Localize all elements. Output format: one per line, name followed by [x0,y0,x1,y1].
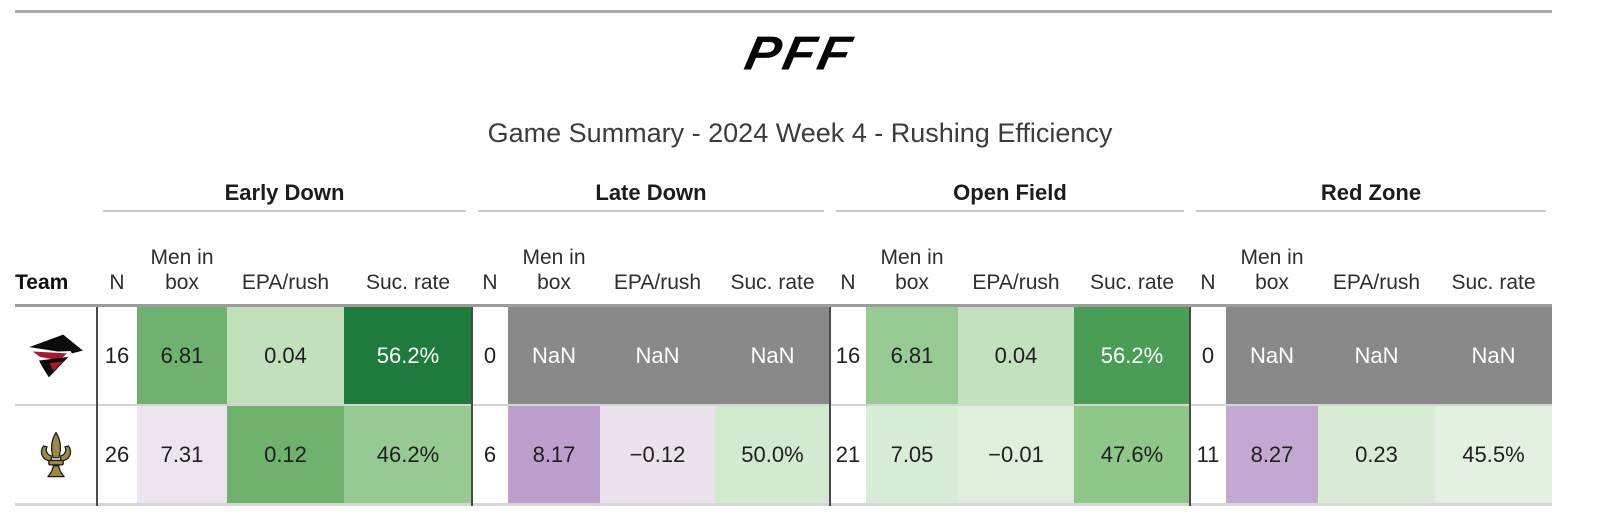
stat-cell: NaN [1318,307,1435,404]
column-header-n: N [109,271,125,295]
group-header-red-zone: Red Zone [1320,180,1422,205]
stat-cell: 56.2% [344,307,472,404]
stat-cell: 16 [830,307,866,404]
stat-cell: 6.81 [866,307,958,404]
group-underline-row [15,210,1552,216]
stat-cell: 0 [1190,307,1226,404]
column-header-epa-rush: EPA/rush [613,271,702,295]
stat-cell: 8.17 [508,406,600,503]
group-divider-late-open [829,307,831,506]
column-header-men-in-box: Men in box [150,245,214,295]
group-header-early-down: Early Down [224,180,345,205]
pff-logo-text: PFF [740,27,860,81]
group-header-row: Early Down Late Down Open Field Red Zone [15,168,1552,210]
row-divider [15,404,1552,406]
team-cell-falcons [15,307,97,404]
stat-cell: 45.5% [1435,406,1552,503]
stat-cell: 6.81 [137,307,227,404]
bottom-divider [15,503,1552,506]
stat-cell: NaN [1226,307,1318,404]
underline-late-down [472,210,830,212]
column-header-men-in-box: Men in box [1240,245,1304,295]
top-divider [15,10,1552,13]
stat-cell: 0.12 [227,406,344,503]
stat-cell: NaN [508,307,600,404]
stat-cell: 50.0% [715,406,830,503]
team-column-divider [96,307,98,506]
column-header-suc-rate: Suc. rate [1089,271,1175,295]
group-divider-open-red [1189,307,1191,506]
stat-cell: 0 [472,307,508,404]
column-header-row: Team N Men in box EPA/rush Suc. rate N M… [15,216,1552,304]
stat-cell: NaN [1435,307,1552,404]
stat-cell: 46.2% [344,406,472,503]
column-header-n: N [840,271,856,295]
stat-cell: NaN [715,307,830,404]
column-header-suc-rate: Suc. rate [1451,271,1536,295]
stat-cell: 8.27 [1226,406,1318,503]
underline-red-zone [1190,210,1552,212]
column-header-n: N [1200,271,1216,295]
stat-cell: 47.6% [1074,406,1190,503]
stat-cell: 56.2% [1074,307,1190,404]
stat-cell: 7.05 [866,406,958,503]
saints-logo [40,431,72,477]
stat-cell: 21 [830,406,866,503]
underline-open-field [830,210,1190,212]
column-header-epa-rush: EPA/rush [972,271,1060,295]
stat-cell: 0.04 [958,307,1074,404]
header-divider [15,304,1552,307]
stat-cell: 26 [97,406,137,503]
table-row-falcons: 16 6.81 0.04 56.2% 0 NaN NaN NaN 16 6.81… [15,307,1552,404]
column-header-team: Team [15,271,69,295]
group-divider-early-late [471,307,473,506]
column-header-epa-rush: EPA/rush [1332,271,1421,295]
stat-cell: 6 [472,406,508,503]
stat-cell: NaN [600,307,715,404]
stat-cell: −0.12 [600,406,715,503]
falcons-logo [29,334,83,377]
stat-cell: 16 [97,307,137,404]
rushing-efficiency-table: Early Down Late Down Open Field Red Zone… [15,168,1552,506]
column-header-suc-rate: Suc. rate [365,271,451,295]
team-cell-saints [15,406,97,503]
group-header-late-down: Late Down [595,180,707,205]
underline-early-down [97,210,472,212]
column-header-men-in-box: Men in box [880,245,944,295]
column-header-epa-rush: EPA/rush [241,271,330,295]
group-header-open-field: Open Field [953,180,1067,205]
column-header-men-in-box: Men in box [522,245,586,295]
pff-logo: PFF [0,24,1600,84]
page-title: Game Summary - 2024 Week 4 - Rushing Eff… [487,118,1113,148]
column-header-suc-rate: Suc. rate [730,271,815,295]
stat-cell: 0.23 [1318,406,1435,503]
stat-cell: 7.31 [137,406,227,503]
stat-cell: 11 [1190,406,1226,503]
stat-cell: 0.04 [227,307,344,404]
column-header-n: N [482,271,498,295]
stat-cell: −0.01 [958,406,1074,503]
table-row-saints: 26 7.31 0.12 46.2% 6 8.17 −0.12 50.0% 21… [15,406,1552,503]
